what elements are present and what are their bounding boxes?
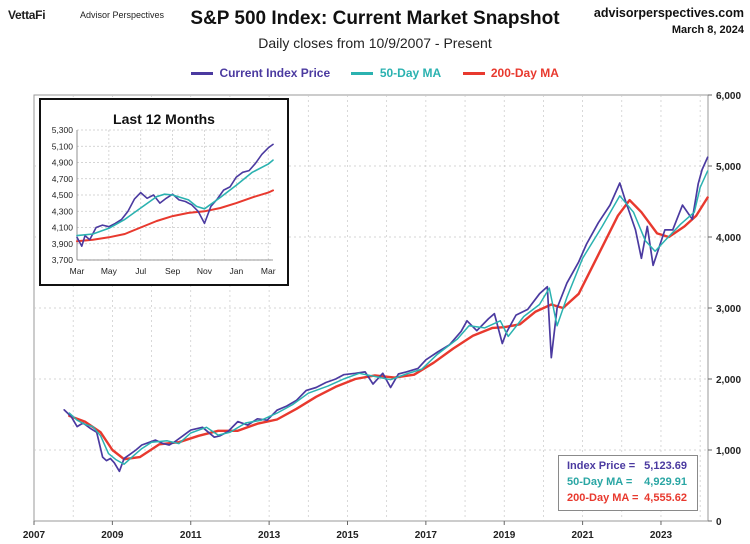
stat-price-value: 5,123.69 (644, 460, 687, 472)
legend-item-price: Current Index Price (191, 66, 330, 80)
main-series-price (63, 156, 709, 473)
inset-y-tick-label: 4,700 (52, 174, 74, 184)
stat-ma200-value: 4,555.62 (644, 492, 687, 504)
main-x-tick-label: 2017 (415, 530, 438, 541)
legend-label-price: Current Index Price (219, 66, 331, 80)
stat-ma50-label: 50-Day MA = (567, 476, 633, 488)
brand-subtitle: Advisor Perspectives (80, 10, 165, 20)
snapshot-date: March 8, 2024 (671, 24, 744, 36)
stat-price-row: Index Price = 5,123.69 (565, 460, 691, 476)
main-y-tick-label: 4,000 (716, 233, 741, 244)
chart-title: S&P 500 Index: Current Market Snapshot (190, 8, 560, 29)
legend-swatch-ma50 (351, 72, 374, 76)
inset-x-tick-label: Mar (261, 266, 276, 276)
inset-y-tick-label: 3,900 (52, 239, 74, 249)
main-y-tick-label: 0 (716, 517, 722, 528)
legend-swatch-ma200 (462, 72, 485, 76)
inset-y-tick-label: 5,300 (52, 125, 74, 135)
main-series-ma50 (68, 170, 709, 465)
main-x-tick-label: 2015 (336, 530, 359, 541)
inset-y-tick-label: 4,300 (52, 206, 74, 216)
main-y-tick-label: 3,000 (716, 304, 741, 315)
legend: Current Index Price 50-Day MA 200-Day MA (0, 66, 750, 80)
inset-y-tick-label: 3,700 (52, 255, 74, 265)
chart-subtitle: Daily closes from 10/9/2007 - Present (258, 35, 492, 51)
inset-x-tick-label: Sep (165, 266, 180, 276)
legend-item-ma50: 50-Day MA (351, 66, 441, 80)
stat-ma50-value: 4,929.91 (644, 476, 687, 488)
inset-x-tick-label: May (101, 266, 118, 276)
legend-label-ma200: 200-Day MA (490, 66, 559, 80)
inset-y-tick-label: 5,100 (52, 141, 74, 151)
main-y-tick-label: 5,000 (716, 162, 741, 173)
inset-series-ma200 (76, 189, 274, 243)
stat-ma200-label: 200-Day MA = (567, 492, 639, 504)
main-y-tick-label: 2,000 (716, 375, 741, 386)
main-x-tick-label: 2019 (493, 530, 516, 541)
inset-y-tick-label: 4,500 (52, 190, 74, 200)
stat-ma50-row: 50-Day MA = 4,929.91 (565, 476, 691, 492)
inset-y-tick-label: 4,900 (52, 158, 74, 168)
main-y-tick-label: 6,000 (716, 91, 741, 102)
inset-title: Last 12 Months (113, 111, 215, 127)
inset-y-tick-label: 4,100 (52, 223, 74, 233)
inset-x-tick-label: Jan (229, 266, 243, 276)
main-x-tick-label: 2009 (101, 530, 124, 541)
legend-swatch-price (191, 72, 214, 76)
stats-box: Index Price = 5,123.69 50-Day MA = 4,929… (558, 455, 698, 511)
inset-x-tick-label: Nov (197, 266, 213, 276)
inset-series-ma50 (76, 159, 274, 237)
legend-label-ma50: 50-Day MA (379, 66, 442, 80)
main-x-tick-label: 2023 (650, 530, 673, 541)
stat-ma200-row: 200-Day MA = 4,555.62 (565, 492, 691, 508)
legend-item-ma200: 200-Day MA (462, 66, 559, 80)
stat-price-label: Index Price = (567, 460, 636, 472)
inset-x-tick-label: Jul (135, 266, 146, 276)
brand-logo: VettaFi (8, 8, 46, 22)
main-x-tick-label: 2007 (23, 530, 46, 541)
main-y-tick-label: 1,000 (716, 446, 741, 457)
source-link[interactable]: advisorperspectives.com (593, 6, 744, 20)
inset-x-tick-label: Mar (70, 266, 85, 276)
main-x-tick-label: 2021 (571, 530, 594, 541)
main-x-tick-label: 2013 (258, 530, 281, 541)
main-x-tick-label: 2011 (180, 530, 202, 541)
